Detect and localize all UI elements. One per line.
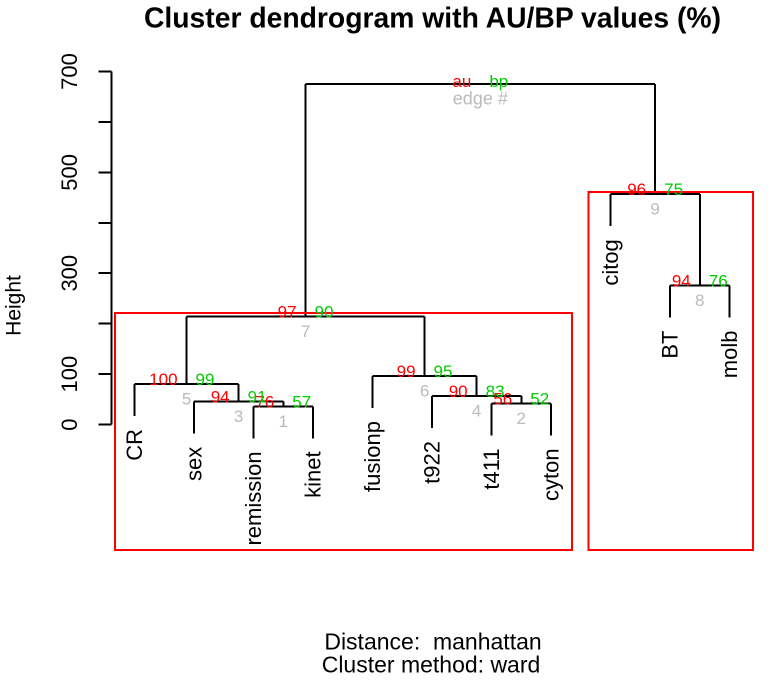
svg-text:citog: citog bbox=[598, 239, 623, 285]
svg-text:90: 90 bbox=[315, 302, 334, 321]
svg-text:99: 99 bbox=[397, 362, 416, 381]
svg-text:52: 52 bbox=[530, 389, 549, 408]
svg-text:100: 100 bbox=[149, 370, 177, 389]
svg-text:1: 1 bbox=[279, 412, 288, 431]
svg-text:2: 2 bbox=[517, 409, 526, 428]
svg-text:0: 0 bbox=[57, 418, 82, 430]
svg-text:molb: molb bbox=[717, 331, 742, 379]
svg-text:Cluster method: ward: Cluster method: ward bbox=[322, 652, 541, 678]
svg-text:bp: bp bbox=[489, 72, 508, 91]
svg-text:7: 7 bbox=[301, 322, 310, 341]
svg-text:5: 5 bbox=[182, 390, 191, 409]
svg-text:57: 57 bbox=[292, 392, 311, 411]
svg-text:Distance: manhattan: Distance: manhattan bbox=[324, 629, 541, 655]
svg-text:94: 94 bbox=[211, 388, 230, 407]
svg-text:95: 95 bbox=[434, 362, 453, 381]
svg-text:90: 90 bbox=[449, 382, 468, 401]
svg-text:76: 76 bbox=[709, 272, 728, 291]
svg-text:BT: BT bbox=[658, 331, 683, 359]
svg-text:100: 100 bbox=[57, 356, 82, 393]
svg-text:sex: sex bbox=[182, 447, 207, 481]
svg-text:t922: t922 bbox=[420, 441, 445, 484]
svg-text:3: 3 bbox=[234, 407, 243, 426]
svg-text:4: 4 bbox=[472, 402, 481, 421]
svg-text:6: 6 bbox=[420, 382, 429, 401]
svg-text:CR: CR bbox=[122, 429, 147, 461]
svg-text:99: 99 bbox=[196, 370, 215, 389]
svg-text:700: 700 bbox=[57, 53, 82, 90]
svg-text:9: 9 bbox=[650, 200, 659, 219]
svg-text:8: 8 bbox=[695, 291, 704, 310]
svg-text:fusionp: fusionp bbox=[360, 421, 385, 492]
svg-text:remission: remission bbox=[241, 451, 266, 545]
svg-text:Height: Height bbox=[3, 275, 26, 336]
svg-text:edge #: edge # bbox=[453, 89, 508, 109]
svg-text:300: 300 bbox=[57, 255, 82, 292]
svg-text:76: 76 bbox=[255, 392, 274, 411]
svg-text:94: 94 bbox=[672, 272, 691, 291]
svg-text:au: au bbox=[452, 72, 471, 91]
svg-text:91: 91 bbox=[248, 388, 267, 407]
svg-text:500: 500 bbox=[57, 154, 82, 191]
svg-text:Cluster dendrogram with AU/BP: Cluster dendrogram with AU/BP values (%) bbox=[144, 2, 721, 34]
svg-text:97: 97 bbox=[278, 302, 297, 321]
svg-text:83: 83 bbox=[486, 382, 505, 401]
svg-text:cyton: cyton bbox=[539, 448, 564, 501]
svg-text:96: 96 bbox=[627, 180, 646, 199]
svg-text:56: 56 bbox=[493, 389, 512, 408]
svg-text:kinet: kinet bbox=[301, 451, 326, 497]
svg-text:75: 75 bbox=[664, 180, 683, 199]
svg-text:t411: t411 bbox=[479, 448, 504, 489]
